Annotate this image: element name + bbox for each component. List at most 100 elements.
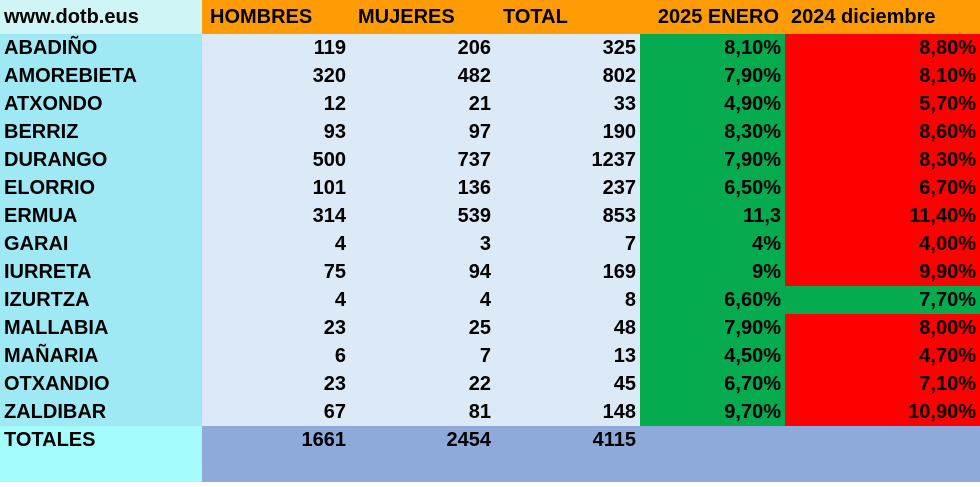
mujeres-cell[interactable]: 7 [350, 342, 495, 370]
mujeres-cell[interactable]: 3 [350, 230, 495, 258]
table-row: GARAI 4 3 7 4% 4,00% [0, 230, 980, 258]
total-cell[interactable]: 8 [495, 286, 640, 314]
hombres-cell[interactable]: 320 [202, 62, 350, 90]
diciembre-cell[interactable]: 8,80% [785, 34, 980, 62]
total-cell[interactable]: 48 [495, 314, 640, 342]
total-cell[interactable]: 853 [495, 202, 640, 230]
site-header-cell[interactable]: www.dotb.eus [0, 0, 202, 34]
enero-cell[interactable]: 11,3 [640, 202, 785, 230]
total-cell[interactable]: 33 [495, 90, 640, 118]
total-cell[interactable]: 190 [495, 118, 640, 146]
total-cell[interactable]: 1237 [495, 146, 640, 174]
enero-cell[interactable]: 7,90% [640, 62, 785, 90]
enero-cell[interactable]: 8,30% [640, 118, 785, 146]
mujeres-cell[interactable]: 4 [350, 286, 495, 314]
municipality-cell[interactable]: ERMUA [0, 202, 202, 230]
municipality-cell[interactable]: ZALDIBAR [0, 398, 202, 426]
hombres-cell[interactable]: 23 [202, 314, 350, 342]
diciembre-cell[interactable]: 11,40% [785, 202, 980, 230]
municipality-cell[interactable]: IZURTZA [0, 286, 202, 314]
mujeres-header-cell[interactable]: MUJERES [350, 0, 495, 34]
mujeres-cell[interactable]: 22 [350, 370, 495, 398]
totals-mujeres-cell[interactable]: 2454 [350, 426, 495, 482]
diciembre-cell[interactable]: 8,00% [785, 314, 980, 342]
enero-cell[interactable]: 7,90% [640, 314, 785, 342]
totals-label-cell[interactable]: TOTALES [0, 426, 202, 482]
municipality-cell[interactable]: DURANGO [0, 146, 202, 174]
enero-cell[interactable]: 4,90% [640, 90, 785, 118]
municipality-cell[interactable]: ELORRIO [0, 174, 202, 202]
total-cell[interactable]: 7 [495, 230, 640, 258]
mujeres-cell[interactable]: 737 [350, 146, 495, 174]
diciembre-cell[interactable]: 7,10% [785, 370, 980, 398]
diciembre-cell[interactable]: 6,70% [785, 174, 980, 202]
hombres-cell[interactable]: 101 [202, 174, 350, 202]
municipality-cell[interactable]: IURRETA [0, 258, 202, 286]
hombres-cell[interactable]: 23 [202, 370, 350, 398]
hombres-cell[interactable]: 6 [202, 342, 350, 370]
mujeres-cell[interactable]: 482 [350, 62, 495, 90]
total-cell[interactable]: 45 [495, 370, 640, 398]
hombres-cell[interactable]: 314 [202, 202, 350, 230]
total-cell[interactable]: 148 [495, 398, 640, 426]
diciembre-cell[interactable]: 10,90% [785, 398, 980, 426]
diciembre-cell[interactable]: 5,70% [785, 90, 980, 118]
enero-cell[interactable]: 6,50% [640, 174, 785, 202]
hombres-cell[interactable]: 93 [202, 118, 350, 146]
municipality-cell[interactable]: OTXANDIO [0, 370, 202, 398]
hombres-cell[interactable]: 75 [202, 258, 350, 286]
totals-diciembre-cell[interactable] [785, 426, 980, 482]
hombres-cell[interactable]: 500 [202, 146, 350, 174]
mujeres-cell[interactable]: 539 [350, 202, 495, 230]
mujeres-cell[interactable]: 94 [350, 258, 495, 286]
hombres-cell[interactable]: 4 [202, 230, 350, 258]
total-header-cell[interactable]: TOTAL [495, 0, 640, 34]
mujeres-cell[interactable]: 136 [350, 174, 495, 202]
municipality-cell[interactable]: MALLABIA [0, 314, 202, 342]
totals-hombres-cell[interactable]: 1661 [202, 426, 350, 482]
total-cell[interactable]: 802 [495, 62, 640, 90]
diciembre-cell[interactable]: 9,90% [785, 258, 980, 286]
totals-enero-cell[interactable] [640, 426, 785, 482]
total-cell[interactable]: 13 [495, 342, 640, 370]
municipality-cell[interactable]: AMOREBIETA [0, 62, 202, 90]
hombres-cell[interactable]: 67 [202, 398, 350, 426]
total-cell[interactable]: 169 [495, 258, 640, 286]
diciembre-cell[interactable]: 8,30% [785, 146, 980, 174]
hombres-cell[interactable]: 12 [202, 90, 350, 118]
mujeres-cell[interactable]: 206 [350, 34, 495, 62]
total-cell[interactable]: 325 [495, 34, 640, 62]
municipality-cell[interactable]: MAÑARIA [0, 342, 202, 370]
enero-cell[interactable]: 9,70% [640, 398, 785, 426]
table-row: BERRIZ 93 97 190 8,30% 8,60% [0, 118, 980, 146]
municipality-cell[interactable]: BERRIZ [0, 118, 202, 146]
enero-cell[interactable]: 6,70% [640, 370, 785, 398]
table-row: ZALDIBAR 67 81 148 9,70% 10,90% [0, 398, 980, 426]
total-cell[interactable]: 237 [495, 174, 640, 202]
diciembre-header-cell[interactable]: 2024 diciembre [785, 0, 980, 34]
enero-cell[interactable]: 7,90% [640, 146, 785, 174]
hombres-header-cell[interactable]: HOMBRES [202, 0, 350, 34]
enero-cell[interactable]: 6,60% [640, 286, 785, 314]
diciembre-cell[interactable]: 7,70% [785, 286, 980, 314]
enero-header-cell[interactable]: 2025 ENERO [640, 0, 785, 34]
mujeres-cell[interactable]: 21 [350, 90, 495, 118]
diciembre-cell[interactable]: 8,10% [785, 62, 980, 90]
enero-cell[interactable]: 9% [640, 258, 785, 286]
hombres-cell[interactable]: 4 [202, 286, 350, 314]
diciembre-cell[interactable]: 4,00% [785, 230, 980, 258]
mujeres-cell[interactable]: 81 [350, 398, 495, 426]
mujeres-cell[interactable]: 97 [350, 118, 495, 146]
enero-cell[interactable]: 8,10% [640, 34, 785, 62]
table-row: ERMUA 314 539 853 11,3 11,40% [0, 202, 980, 230]
diciembre-cell[interactable]: 4,70% [785, 342, 980, 370]
hombres-cell[interactable]: 119 [202, 34, 350, 62]
municipality-cell[interactable]: ATXONDO [0, 90, 202, 118]
municipality-cell[interactable]: GARAI [0, 230, 202, 258]
municipality-cell[interactable]: ABADIÑO [0, 34, 202, 62]
enero-cell[interactable]: 4% [640, 230, 785, 258]
enero-cell[interactable]: 4,50% [640, 342, 785, 370]
mujeres-cell[interactable]: 25 [350, 314, 495, 342]
totals-total-cell[interactable]: 4115 [495, 426, 640, 482]
diciembre-cell[interactable]: 8,60% [785, 118, 980, 146]
